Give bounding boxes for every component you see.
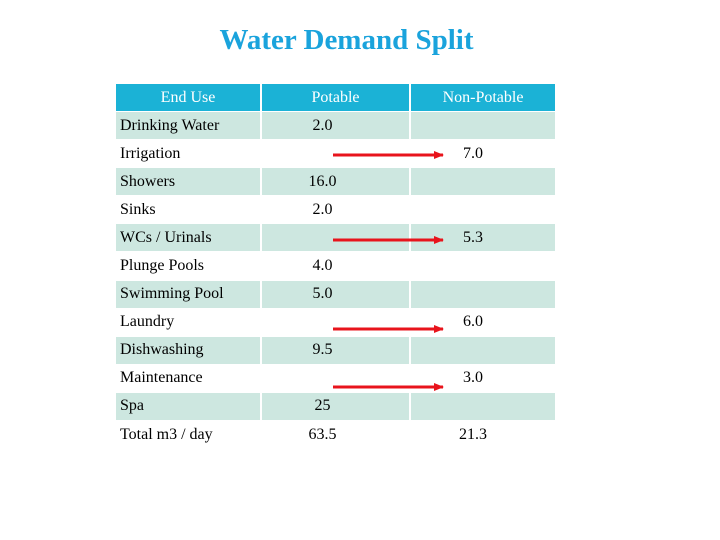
table-row: Showers 16.0: [116, 168, 557, 197]
non-potable-cell: [411, 392, 557, 422]
potable-cell: 2.0: [262, 196, 411, 225]
end-use-cell: WCs / Urinals: [116, 224, 262, 253]
potable-cell: 63.5: [262, 421, 411, 450]
table-header-row: End Use Potable Non-Potable: [116, 84, 557, 112]
non-potable-cell: 21.3: [411, 421, 557, 450]
non-potable-cell: [411, 196, 557, 225]
non-potable-cell: [411, 336, 557, 365]
potable-cell: [262, 224, 411, 253]
header-end-use: End Use: [116, 84, 262, 112]
potable-cell: 4.0: [262, 252, 411, 281]
potable-cell: [262, 140, 411, 169]
header-potable: Potable: [262, 84, 411, 112]
water-demand-table: End Use Potable Non-Potable Drinking Wat…: [116, 84, 557, 450]
table-row: Spa 25: [116, 392, 557, 422]
non-potable-cell: [411, 252, 557, 281]
table-row: Swimming Pool 5.0: [116, 280, 557, 309]
end-use-cell: Spa: [116, 392, 262, 422]
potable-cell: [262, 308, 411, 337]
non-potable-cell: 7.0: [411, 140, 557, 169]
end-use-cell: Laundry: [116, 308, 262, 337]
end-use-cell: Maintenance: [116, 364, 262, 393]
end-use-cell: Total m3 / day: [116, 421, 262, 450]
end-use-cell: Irrigation: [116, 140, 262, 169]
end-use-cell: Drinking Water: [116, 112, 262, 141]
page-title: Water Demand Split: [219, 24, 474, 56]
non-potable-cell: [411, 280, 557, 309]
end-use-cell: Swimming Pool: [116, 280, 262, 309]
table-row: Plunge Pools 4.0: [116, 252, 557, 281]
table-row: Irrigation 7.0: [116, 140, 557, 169]
potable-cell: 25: [262, 392, 411, 422]
end-use-cell: Dishwashing: [116, 336, 262, 365]
potable-cell: 9.5: [262, 336, 411, 365]
table-row: Maintenance 3.0: [116, 364, 557, 393]
table-row: Total m3 / day 63.5 21.3: [116, 421, 557, 450]
non-potable-cell: 6.0: [411, 308, 557, 337]
end-use-cell: Sinks: [116, 196, 262, 225]
end-use-cell: Showers: [116, 168, 262, 197]
potable-cell: 2.0: [262, 112, 411, 141]
non-potable-cell: 3.0: [411, 364, 557, 393]
non-potable-cell: 5.3: [411, 224, 557, 253]
potable-cell: [262, 364, 411, 393]
header-non-potable: Non-Potable: [411, 84, 557, 112]
non-potable-cell: [411, 168, 557, 197]
non-potable-cell: [411, 112, 557, 141]
table-row: Drinking Water 2.0: [116, 112, 557, 141]
potable-cell: 16.0: [262, 168, 411, 197]
table-row: Laundry 6.0: [116, 308, 557, 337]
table-row: WCs / Urinals 5.3: [116, 224, 557, 253]
end-use-cell: Plunge Pools: [116, 252, 262, 281]
potable-cell: 5.0: [262, 280, 411, 309]
table-row: Sinks 2.0: [116, 196, 557, 225]
table-row: Dishwashing 9.5: [116, 336, 557, 365]
